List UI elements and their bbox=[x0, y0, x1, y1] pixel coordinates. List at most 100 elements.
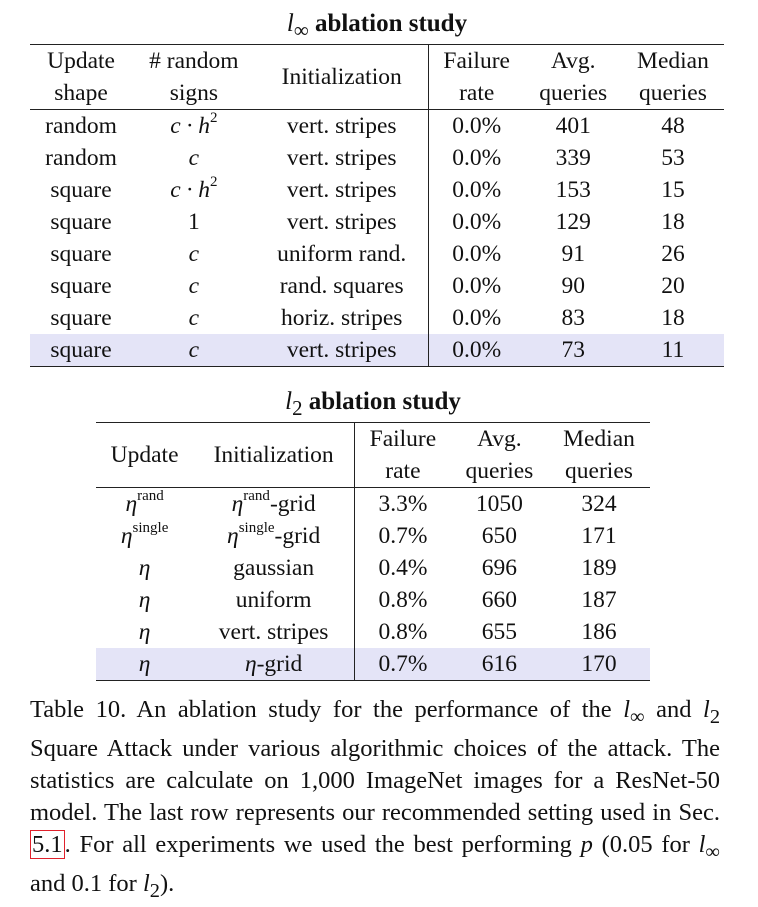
cell-avg: 616 bbox=[450, 648, 548, 681]
cell-fail: 0.0% bbox=[452, 241, 502, 267]
l2-header-median: Median bbox=[547, 422, 650, 455]
cell-fail: 3.3% bbox=[378, 491, 428, 517]
l2-title-symbol: l bbox=[285, 388, 293, 415]
cell-signs: c bbox=[188, 145, 200, 171]
cell-update: η bbox=[138, 555, 151, 581]
cell-shape: square bbox=[50, 177, 112, 203]
section-reference-link[interactable]: 5.1 bbox=[30, 829, 65, 859]
linf-table-title: l∞ ablation study bbox=[30, 10, 724, 44]
cell-fail: 0.7% bbox=[354, 648, 451, 681]
l2-header-fail: Failure bbox=[354, 422, 451, 455]
l2-title-text: ablation study bbox=[308, 388, 461, 415]
l2-header-avg: Avg. bbox=[450, 422, 548, 455]
cell-fail: 0.0% bbox=[452, 145, 502, 171]
linf-header-init: Initialization bbox=[255, 44, 429, 110]
cell-median: 48 bbox=[661, 113, 685, 139]
cell-shape: random bbox=[45, 113, 117, 139]
table-row: η vert. stripes 0.8% 655 186 bbox=[96, 616, 650, 648]
cell-median: 53 bbox=[661, 145, 685, 171]
cell-shape: square bbox=[30, 334, 133, 367]
linf-header-shape-2: shape bbox=[30, 77, 133, 110]
cell-signs: c bbox=[188, 305, 200, 331]
cell-fail: 0.4% bbox=[378, 555, 428, 581]
cell-fail: 0.8% bbox=[378, 619, 428, 645]
cell-median: 26 bbox=[661, 241, 685, 267]
linf-title-subscript: ∞ bbox=[293, 18, 309, 42]
table-caption: Table 10. An ablation study for the perf… bbox=[30, 696, 721, 902]
table-row: η η-grid 0.7% 616 170 bbox=[96, 648, 650, 681]
cell-shape: square bbox=[50, 305, 112, 331]
cell-avg: 153 bbox=[555, 177, 591, 203]
cell-signs: 1 bbox=[187, 209, 200, 235]
cell-init: ηrand-grid bbox=[193, 487, 356, 520]
linf-header-median: Median bbox=[621, 44, 724, 77]
cell-shape: random bbox=[45, 145, 117, 171]
table-row: ηsingle ηsingle-grid 0.7% 650 171 bbox=[96, 520, 650, 552]
cell-avg: 660 bbox=[481, 587, 517, 613]
cell-shape: square bbox=[50, 209, 112, 235]
cell-avg: 83 bbox=[561, 305, 585, 331]
linf-header-fail: Failure bbox=[428, 44, 525, 77]
cell-fail: 0.0% bbox=[428, 334, 525, 367]
cell-median: 15 bbox=[661, 177, 685, 203]
table-row: ηrand ηrand-grid 3.3% 1050 324 bbox=[96, 487, 650, 520]
cell-avg: 90 bbox=[561, 273, 585, 299]
linf-header-signs: # random bbox=[132, 44, 256, 77]
linf-header-avg-2: queries bbox=[524, 77, 622, 110]
linf-header-median-2: queries bbox=[621, 77, 724, 110]
linf-header-avg: Avg. bbox=[524, 44, 622, 77]
l2-header-avg-2: queries bbox=[450, 455, 548, 488]
cell-shape: square bbox=[50, 273, 112, 299]
table-row: η uniform 0.8% 660 187 bbox=[96, 584, 650, 616]
cell-init: ηsingle-grid bbox=[193, 520, 356, 552]
cell-avg: 401 bbox=[555, 113, 591, 139]
l2-header-fail-2: rate bbox=[354, 455, 451, 488]
cell-update: η bbox=[138, 619, 151, 645]
cell-median: 189 bbox=[581, 555, 617, 581]
cell-init: horiz. stripes bbox=[255, 302, 429, 334]
cell-init: vert. stripes bbox=[255, 109, 429, 142]
table-row: random c · h2 vert. stripes 0.0% 401 48 bbox=[30, 109, 724, 142]
cell-shape: square bbox=[50, 241, 112, 267]
table-row: square c rand. squares 0.0% 90 20 bbox=[30, 270, 724, 302]
l2-table-block: l2 ablation study Update Initialization … bbox=[96, 388, 650, 681]
cell-median: 170 bbox=[547, 648, 650, 681]
cell-median: 20 bbox=[661, 273, 685, 299]
cell-signs: c · h2 bbox=[170, 110, 218, 139]
cell-signs: c · h2 bbox=[170, 174, 218, 203]
linf-header-shape: Update bbox=[30, 44, 133, 77]
cell-init: vert. stripes bbox=[255, 334, 429, 367]
cell-fail: 0.8% bbox=[378, 587, 428, 613]
cell-median: 324 bbox=[581, 491, 617, 517]
cell-median: 18 bbox=[661, 209, 685, 235]
linf-header-signs-2: signs bbox=[132, 77, 256, 110]
cell-avg: 1050 bbox=[475, 491, 523, 517]
cell-update: ηsingle bbox=[120, 520, 169, 549]
cell-init: η-grid bbox=[193, 648, 356, 681]
l2-table: Update Initialization Failure Avg. Media… bbox=[96, 422, 650, 681]
table-row: square 1 vert. stripes 0.0% 129 18 bbox=[30, 206, 724, 238]
table-row: square c · h2 vert. stripes 0.0% 153 15 bbox=[30, 174, 724, 206]
l2-header-update: Update bbox=[96, 422, 194, 488]
linf-title-text: ablation study bbox=[314, 10, 468, 37]
cell-fail: 0.0% bbox=[452, 177, 502, 203]
cell-init: vert. stripes bbox=[255, 174, 429, 206]
cell-avg: 339 bbox=[555, 145, 591, 171]
cell-init: rand. squares bbox=[255, 270, 429, 302]
cell-init: uniform rand. bbox=[255, 238, 429, 270]
cell-median: 18 bbox=[661, 305, 685, 331]
l2-title-subscript: 2 bbox=[292, 396, 303, 420]
cell-init: vert. stripes bbox=[193, 616, 356, 648]
cell-fail: 0.0% bbox=[452, 305, 502, 331]
l2-table-title: l2 ablation study bbox=[96, 388, 650, 422]
cell-init: uniform bbox=[193, 584, 356, 616]
table-row: square c uniform rand. 0.0% 91 26 bbox=[30, 238, 724, 270]
cell-avg: 91 bbox=[561, 241, 585, 267]
linf-title-symbol: l bbox=[286, 10, 294, 37]
cell-update: η bbox=[96, 648, 194, 681]
cell-fail: 0.0% bbox=[452, 209, 502, 235]
table-row: random c vert. stripes 0.0% 339 53 bbox=[30, 142, 724, 174]
table-row: η gaussian 0.4% 696 189 bbox=[96, 552, 650, 584]
table-row: square c horiz. stripes 0.0% 83 18 bbox=[30, 302, 724, 334]
cell-avg: 655 bbox=[481, 619, 517, 645]
